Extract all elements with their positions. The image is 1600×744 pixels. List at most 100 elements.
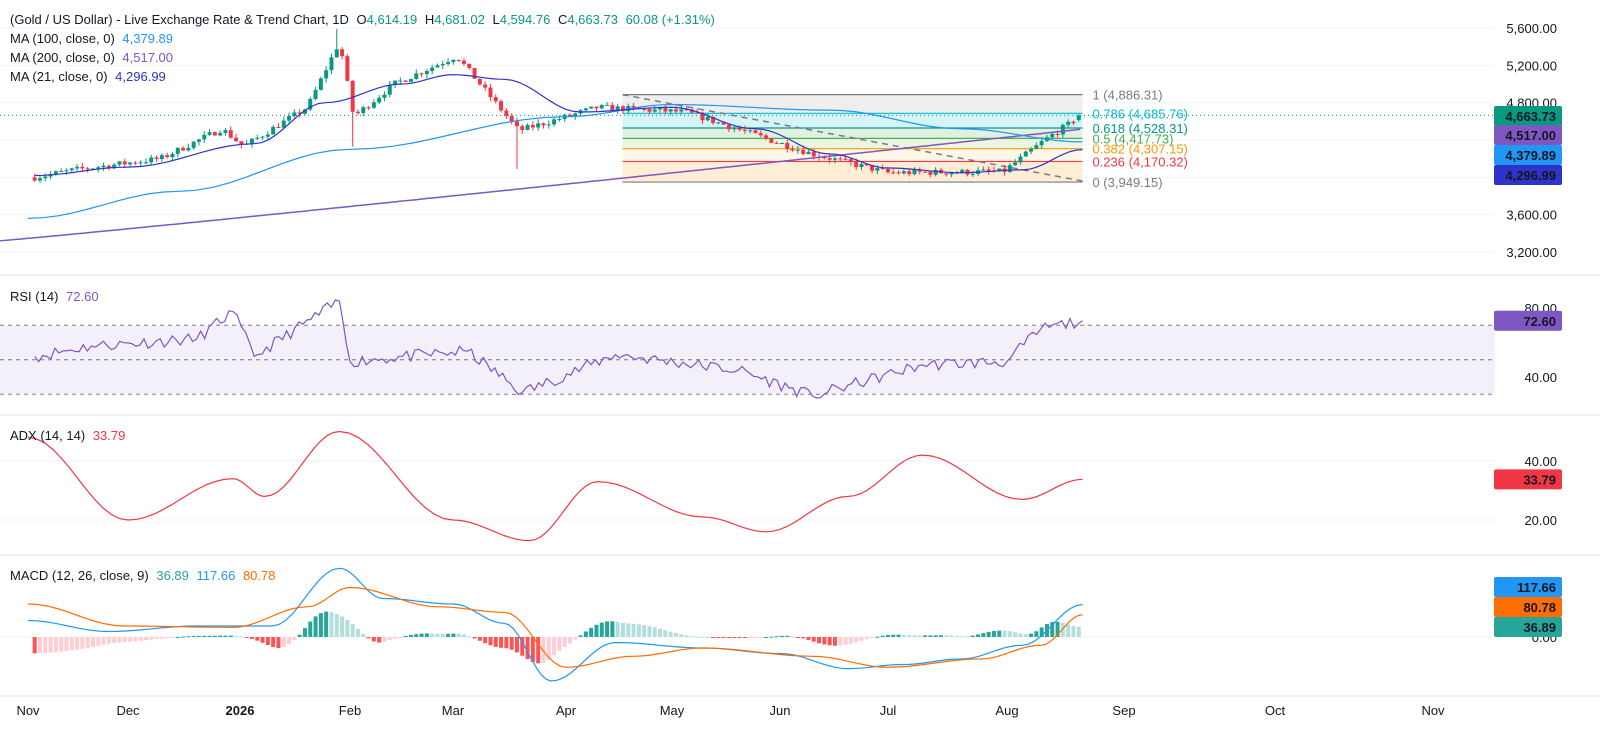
candle-body[interactable] xyxy=(928,171,933,175)
candle-body[interactable] xyxy=(287,116,292,121)
candle-body[interactable] xyxy=(117,161,122,165)
candle-body[interactable] xyxy=(530,124,535,128)
candle-body[interactable] xyxy=(377,97,382,103)
candle-body[interactable] xyxy=(732,128,737,130)
candle-body[interactable] xyxy=(212,132,217,136)
candle-body[interactable] xyxy=(419,73,424,75)
candle-body[interactable] xyxy=(59,171,64,173)
candle-body[interactable] xyxy=(859,164,864,168)
candle-body[interactable] xyxy=(191,141,196,148)
candle-body[interactable] xyxy=(345,56,350,81)
candle-body[interactable] xyxy=(642,108,647,110)
candle-body[interactable] xyxy=(292,112,297,117)
candle-body[interactable] xyxy=(652,109,657,112)
candle-body[interactable] xyxy=(949,172,954,175)
ma21-line[interactable] xyxy=(34,74,1083,177)
candle-body[interactable] xyxy=(854,162,859,168)
candle-body[interactable] xyxy=(387,84,392,95)
candle-body[interactable] xyxy=(567,114,572,116)
candle-body[interactable] xyxy=(446,62,451,64)
candle-body[interactable] xyxy=(1076,115,1081,121)
candle-body[interactable] xyxy=(986,169,991,172)
candle-body[interactable] xyxy=(753,130,758,134)
candle-body[interactable] xyxy=(461,60,466,64)
candle-body[interactable] xyxy=(260,136,265,138)
candle-body[interactable] xyxy=(324,70,329,79)
candle-body[interactable] xyxy=(483,84,488,88)
candle-body[interactable] xyxy=(196,139,201,142)
candle-body[interactable] xyxy=(631,105,636,108)
time-axis-label[interactable]: Nov xyxy=(1421,703,1445,718)
candle-body[interactable] xyxy=(366,107,371,109)
candle-body[interactable] xyxy=(960,169,965,173)
candle-body[interactable] xyxy=(901,171,906,174)
candle-body[interactable] xyxy=(933,169,938,175)
time-axis-label[interactable]: Jun xyxy=(770,703,791,718)
candle-body[interactable] xyxy=(679,109,684,112)
candle-body[interactable] xyxy=(536,123,541,128)
candle-body[interactable] xyxy=(944,173,949,175)
candle-body[interactable] xyxy=(297,112,302,114)
time-axis[interactable]: Nov Dec 2026 Feb Mar Apr May Jun Jul Aug Sep Oct Nov xyxy=(16,703,1445,718)
candle-body[interactable] xyxy=(175,147,180,154)
macd-pane[interactable] xyxy=(0,567,1495,682)
candle-body[interactable] xyxy=(477,78,482,85)
candle-body[interactable] xyxy=(408,79,413,82)
candle-body[interactable] xyxy=(43,176,48,179)
candle-body[interactable] xyxy=(843,158,848,160)
candle-body[interactable] xyxy=(159,155,164,160)
candle-body[interactable] xyxy=(594,106,599,109)
candle-body[interactable] xyxy=(795,149,800,151)
candle-body[interactable] xyxy=(552,119,557,125)
candle-body[interactable] xyxy=(668,109,673,112)
candle-body[interactable] xyxy=(573,113,578,116)
candle-body[interactable] xyxy=(430,67,435,72)
candle-body[interactable] xyxy=(371,102,376,108)
candle-body[interactable] xyxy=(525,124,530,130)
candle-body[interactable] xyxy=(748,130,753,132)
candle-body[interactable] xyxy=(737,128,742,130)
candle-body[interactable] xyxy=(207,132,212,135)
candle-body[interactable] xyxy=(806,151,811,155)
price-pane[interactable] xyxy=(0,28,1495,242)
candle-body[interactable] xyxy=(509,115,514,122)
candle-body[interactable] xyxy=(864,164,869,166)
candle-body[interactable] xyxy=(811,151,816,157)
candle-body[interactable] xyxy=(557,119,562,121)
candle-body[interactable] xyxy=(695,112,700,114)
candle-body[interactable] xyxy=(610,104,615,111)
candle-body[interactable] xyxy=(1066,121,1071,125)
candle-body[interactable] xyxy=(181,147,186,151)
candle-body[interactable] xyxy=(583,108,588,111)
candle-body[interactable] xyxy=(981,169,986,171)
candle-body[interactable] xyxy=(1029,148,1034,152)
candle-body[interactable] xyxy=(917,169,922,172)
adx-pane[interactable] xyxy=(0,430,1495,542)
time-axis-label[interactable]: Jul xyxy=(880,703,897,718)
candle-body[interactable] xyxy=(90,168,95,170)
candle-body[interactable] xyxy=(764,135,769,139)
candle-body[interactable] xyxy=(832,158,837,160)
candle-body[interactable] xyxy=(451,59,456,63)
candle-body[interactable] xyxy=(785,142,790,149)
candle-body[interactable] xyxy=(1050,133,1055,138)
time-axis-label[interactable]: Oct xyxy=(1265,703,1286,718)
time-axis-label[interactable]: Sep xyxy=(1112,703,1135,718)
candle-body[interactable] xyxy=(329,57,334,71)
candle-body[interactable] xyxy=(615,106,620,111)
candle-body[interactable] xyxy=(721,122,726,125)
candle-body[interactable] xyxy=(361,107,366,114)
candle-body[interactable] xyxy=(870,165,875,171)
candle-body[interactable] xyxy=(393,80,398,85)
candle-body[interactable] xyxy=(504,110,509,116)
candle-body[interactable] xyxy=(403,80,408,82)
candle-body[interactable] xyxy=(249,138,254,144)
candle-body[interactable] xyxy=(912,169,917,175)
candle-body[interactable] xyxy=(970,173,975,175)
time-axis-label[interactable]: Nov xyxy=(16,703,40,718)
candle-body[interactable] xyxy=(790,148,795,151)
candle-body[interactable] xyxy=(154,157,159,160)
candle-body[interactable] xyxy=(827,158,832,160)
candle-body[interactable] xyxy=(170,153,175,158)
